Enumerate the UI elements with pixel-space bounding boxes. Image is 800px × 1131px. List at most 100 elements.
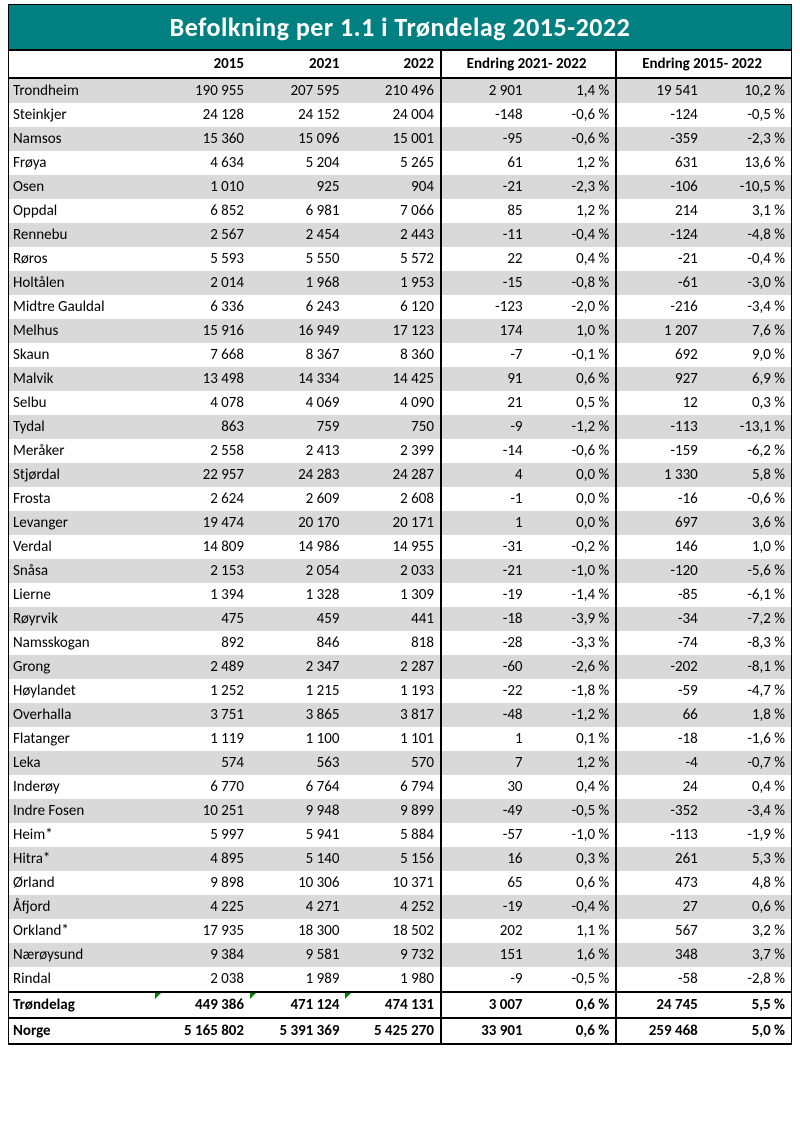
table-cell: -7 xyxy=(441,343,529,367)
table-cell: -202 xyxy=(616,655,704,679)
table-cell: -2,6 % xyxy=(529,655,617,679)
table-cell: 567 xyxy=(616,919,704,943)
table-cell: 5 165 802 xyxy=(155,1018,250,1044)
table-cell: 146 xyxy=(616,535,704,559)
table-cell: 10 371 xyxy=(345,871,440,895)
table-cell: -124 xyxy=(616,103,704,127)
table-cell: Norge xyxy=(9,1018,155,1044)
table-cell: 1,4 % xyxy=(529,78,617,103)
table-cell: -0,5 % xyxy=(529,799,617,823)
table-cell: -9 xyxy=(441,967,529,992)
table-cell: Hitra* xyxy=(9,847,155,871)
table-cell: -1,9 % xyxy=(704,823,792,847)
table-cell: 449 386 xyxy=(155,992,250,1018)
col-header-2022: 2022 xyxy=(345,51,440,78)
col-header-endring-21-22: Endring 2021- 2022 xyxy=(441,51,616,78)
table-cell: Høylandet xyxy=(9,679,155,703)
table-row: Skaun7 6688 3678 360-7-0,1 %6929,0 % xyxy=(9,343,792,367)
table-cell: 65 xyxy=(441,871,529,895)
table-cell: 8 367 xyxy=(250,343,345,367)
table-cell: 1 252 xyxy=(155,679,250,703)
table-cell: 750 xyxy=(345,415,440,439)
table-cell: -1 xyxy=(441,487,529,511)
table-cell: Steinkjer xyxy=(9,103,155,127)
table-cell: 214 xyxy=(616,199,704,223)
table-cell: -0,2 % xyxy=(529,535,617,559)
table-cell: Melhus xyxy=(9,319,155,343)
table-cell: 22 957 xyxy=(155,463,250,487)
table-cell: 24 152 xyxy=(250,103,345,127)
table-cell: 16 949 xyxy=(250,319,345,343)
table-cell: 24 287 xyxy=(345,463,440,487)
table-cell: 207 595 xyxy=(250,78,345,103)
table-cell: 1,8 % xyxy=(704,703,792,727)
table-cell: 0,6 % xyxy=(529,992,617,1018)
table-row: Orkland*17 93518 30018 5022021,1 %5673,2… xyxy=(9,919,792,943)
table-cell: 3 865 xyxy=(250,703,345,727)
table-cell: -1,2 % xyxy=(529,415,617,439)
table-cell: -1,0 % xyxy=(529,823,617,847)
table-cell: 1 968 xyxy=(250,271,345,295)
table-cell: 5 265 xyxy=(345,151,440,175)
table-cell: 1,6 % xyxy=(529,943,617,967)
table-row: Røyrvik475459441-18-3,9 %-34-7,2 % xyxy=(9,607,792,631)
table-cell: -58 xyxy=(616,967,704,992)
table-cell: Namsskogan xyxy=(9,631,155,655)
table-cell: -31 xyxy=(441,535,529,559)
table-cell: 1 207 xyxy=(616,319,704,343)
table-cell: Verdal xyxy=(9,535,155,559)
table-cell: 5 550 xyxy=(250,247,345,271)
table-cell: -1,6 % xyxy=(704,727,792,751)
table-cell: 2 287 xyxy=(345,655,440,679)
table-cell: 14 986 xyxy=(250,535,345,559)
table-cell: 6 336 xyxy=(155,295,250,319)
table-summary-row: Norge5 165 8025 391 3695 425 27033 9010,… xyxy=(9,1018,792,1044)
table-cell: 0,0 % xyxy=(529,487,617,511)
table-cell: -2,3 % xyxy=(704,127,792,151)
table-cell: 5 941 xyxy=(250,823,345,847)
table-cell: 22 xyxy=(441,247,529,271)
table-row: Meråker2 5582 4132 399-14-0,6 %-159-6,2 … xyxy=(9,439,792,463)
table-cell: 5 204 xyxy=(250,151,345,175)
table-cell: -120 xyxy=(616,559,704,583)
table-cell: 2 608 xyxy=(345,487,440,511)
table-cell: -5,6 % xyxy=(704,559,792,583)
table-cell: Tydal xyxy=(9,415,155,439)
table-cell: -48 xyxy=(441,703,529,727)
table-cell: -11 xyxy=(441,223,529,247)
table-cell: 892 xyxy=(155,631,250,655)
table-cell: Ørland xyxy=(9,871,155,895)
table-cell: 27 xyxy=(616,895,704,919)
table-cell: 17 123 xyxy=(345,319,440,343)
table-cell: 66 xyxy=(616,703,704,727)
table-row: Midtre Gauldal6 3366 2436 120-123-2,0 %-… xyxy=(9,295,792,319)
table-row: Hitra*4 8955 1405 156160,3 %2615,3 % xyxy=(9,847,792,871)
table-cell: -3,9 % xyxy=(529,607,617,631)
table-cell: 475 xyxy=(155,607,250,631)
table-cell: -4,8 % xyxy=(704,223,792,247)
table-cell: 7,6 % xyxy=(704,319,792,343)
table-cell: 9 384 xyxy=(155,943,250,967)
table-cell: 261 xyxy=(616,847,704,871)
table-cell: -3,0 % xyxy=(704,271,792,295)
table-cell: -106 xyxy=(616,175,704,199)
population-table: 2015 2021 2022 Endring 2021- 2022 Endrin… xyxy=(8,51,792,1045)
table-row: Namsskogan892846818-28-3,3 %-74-8,3 % xyxy=(9,631,792,655)
table-cell: 3,7 % xyxy=(704,943,792,967)
table-cell: 7 668 xyxy=(155,343,250,367)
table-cell: Oppdal xyxy=(9,199,155,223)
table-cell: Stjørdal xyxy=(9,463,155,487)
table-cell: 5,0 % xyxy=(704,1018,792,1044)
table-cell: 91 xyxy=(441,367,529,391)
page-title: Befolkning per 1.1 i Trøndelag 2015-2022 xyxy=(8,4,792,51)
table-cell: -18 xyxy=(616,727,704,751)
table-cell: -57 xyxy=(441,823,529,847)
table-cell: 85 xyxy=(441,199,529,223)
table-cell: -60 xyxy=(441,655,529,679)
table-cell: 33 901 xyxy=(441,1018,529,1044)
table-cell: 15 001 xyxy=(345,127,440,151)
table-cell: -0,6 % xyxy=(529,439,617,463)
table-cell: 14 334 xyxy=(250,367,345,391)
table-cell: -1,0 % xyxy=(529,559,617,583)
table-cell: -85 xyxy=(616,583,704,607)
